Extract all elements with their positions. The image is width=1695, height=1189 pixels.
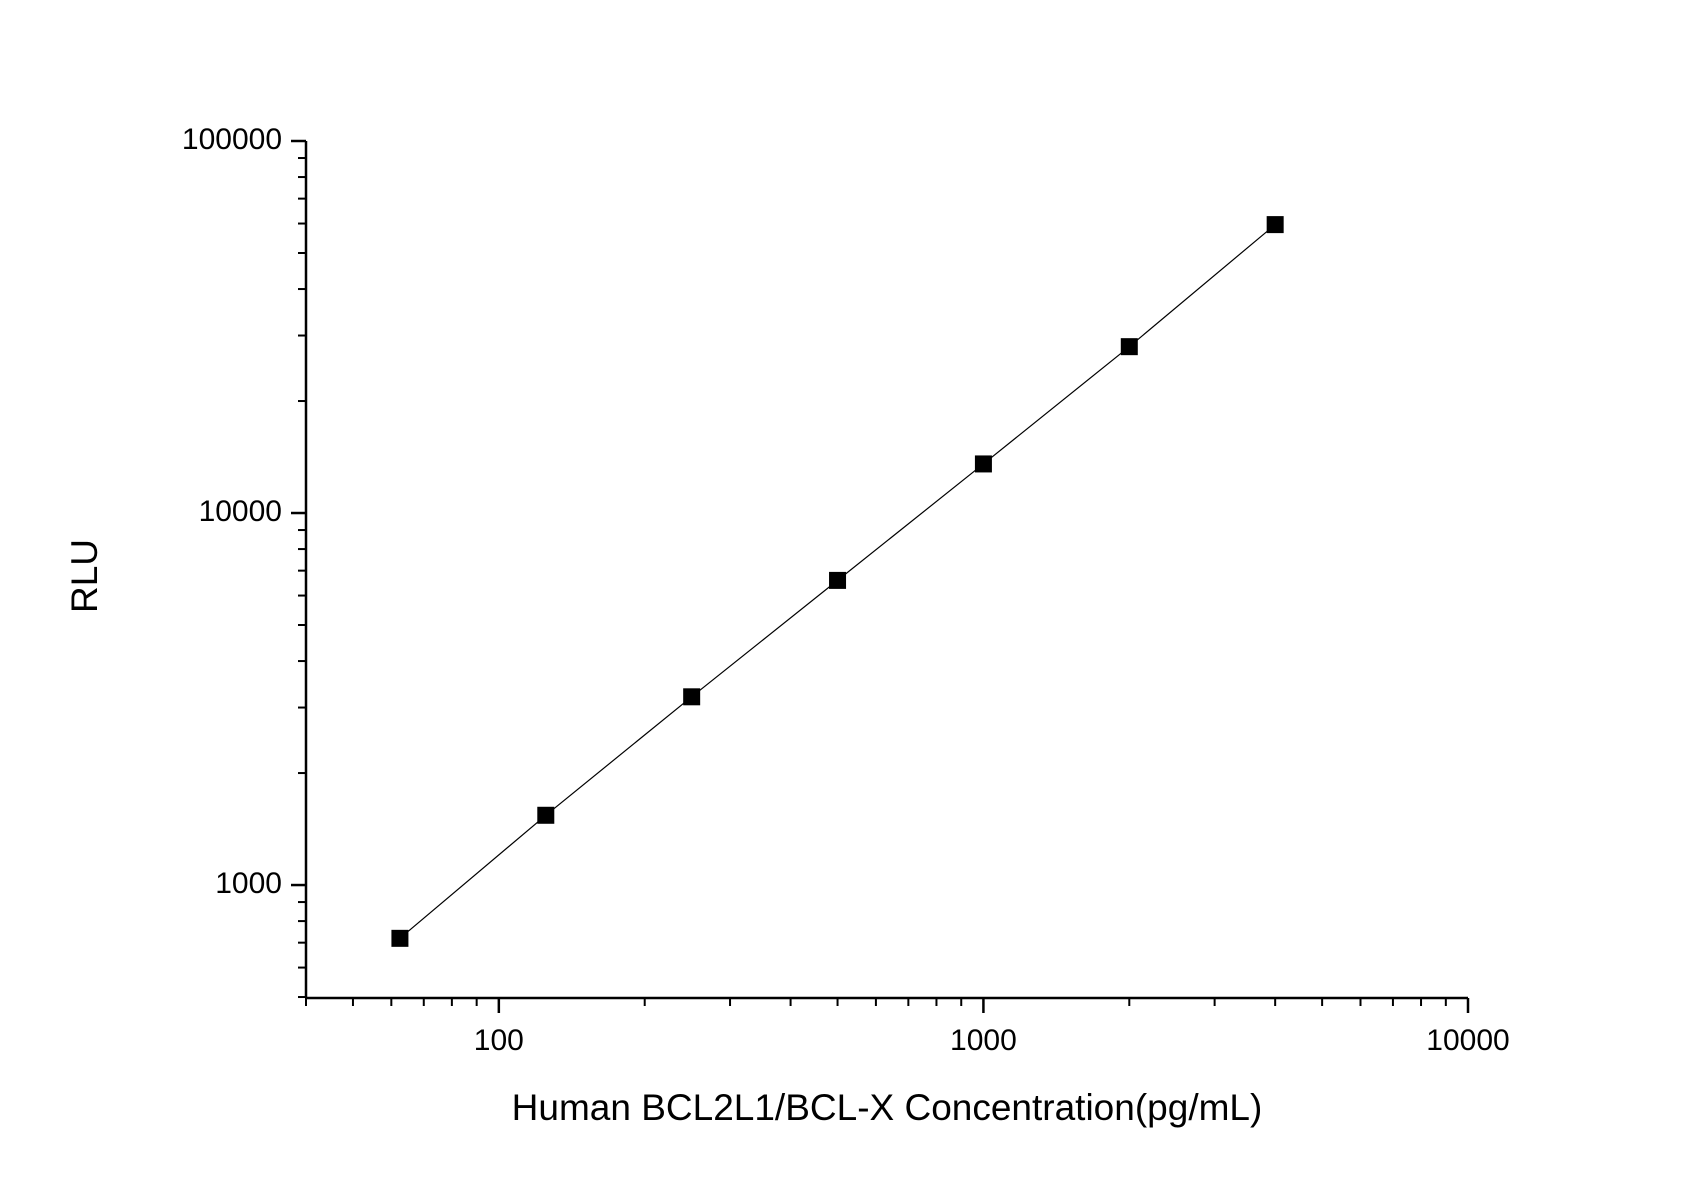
y-tick-label: 100000 xyxy=(182,123,282,156)
data-point xyxy=(829,571,847,589)
y-axis-title: RLU xyxy=(64,539,105,613)
data-point xyxy=(1120,338,1138,356)
data-point xyxy=(683,688,701,706)
y-tick-label: 1000 xyxy=(215,867,282,900)
data-point xyxy=(391,929,409,947)
y-tick-label: 10000 xyxy=(199,495,282,528)
data-point xyxy=(537,806,555,824)
x-tick-label: 1000 xyxy=(950,1024,1017,1057)
data-point xyxy=(974,455,992,473)
x-tick-label: 100 xyxy=(474,1024,524,1057)
x-axis-title: Human BCL2L1/BCL-X Concentration(pg/mL) xyxy=(512,1087,1263,1128)
data-point xyxy=(1266,216,1284,234)
x-tick-label: 10000 xyxy=(1426,1024,1509,1057)
